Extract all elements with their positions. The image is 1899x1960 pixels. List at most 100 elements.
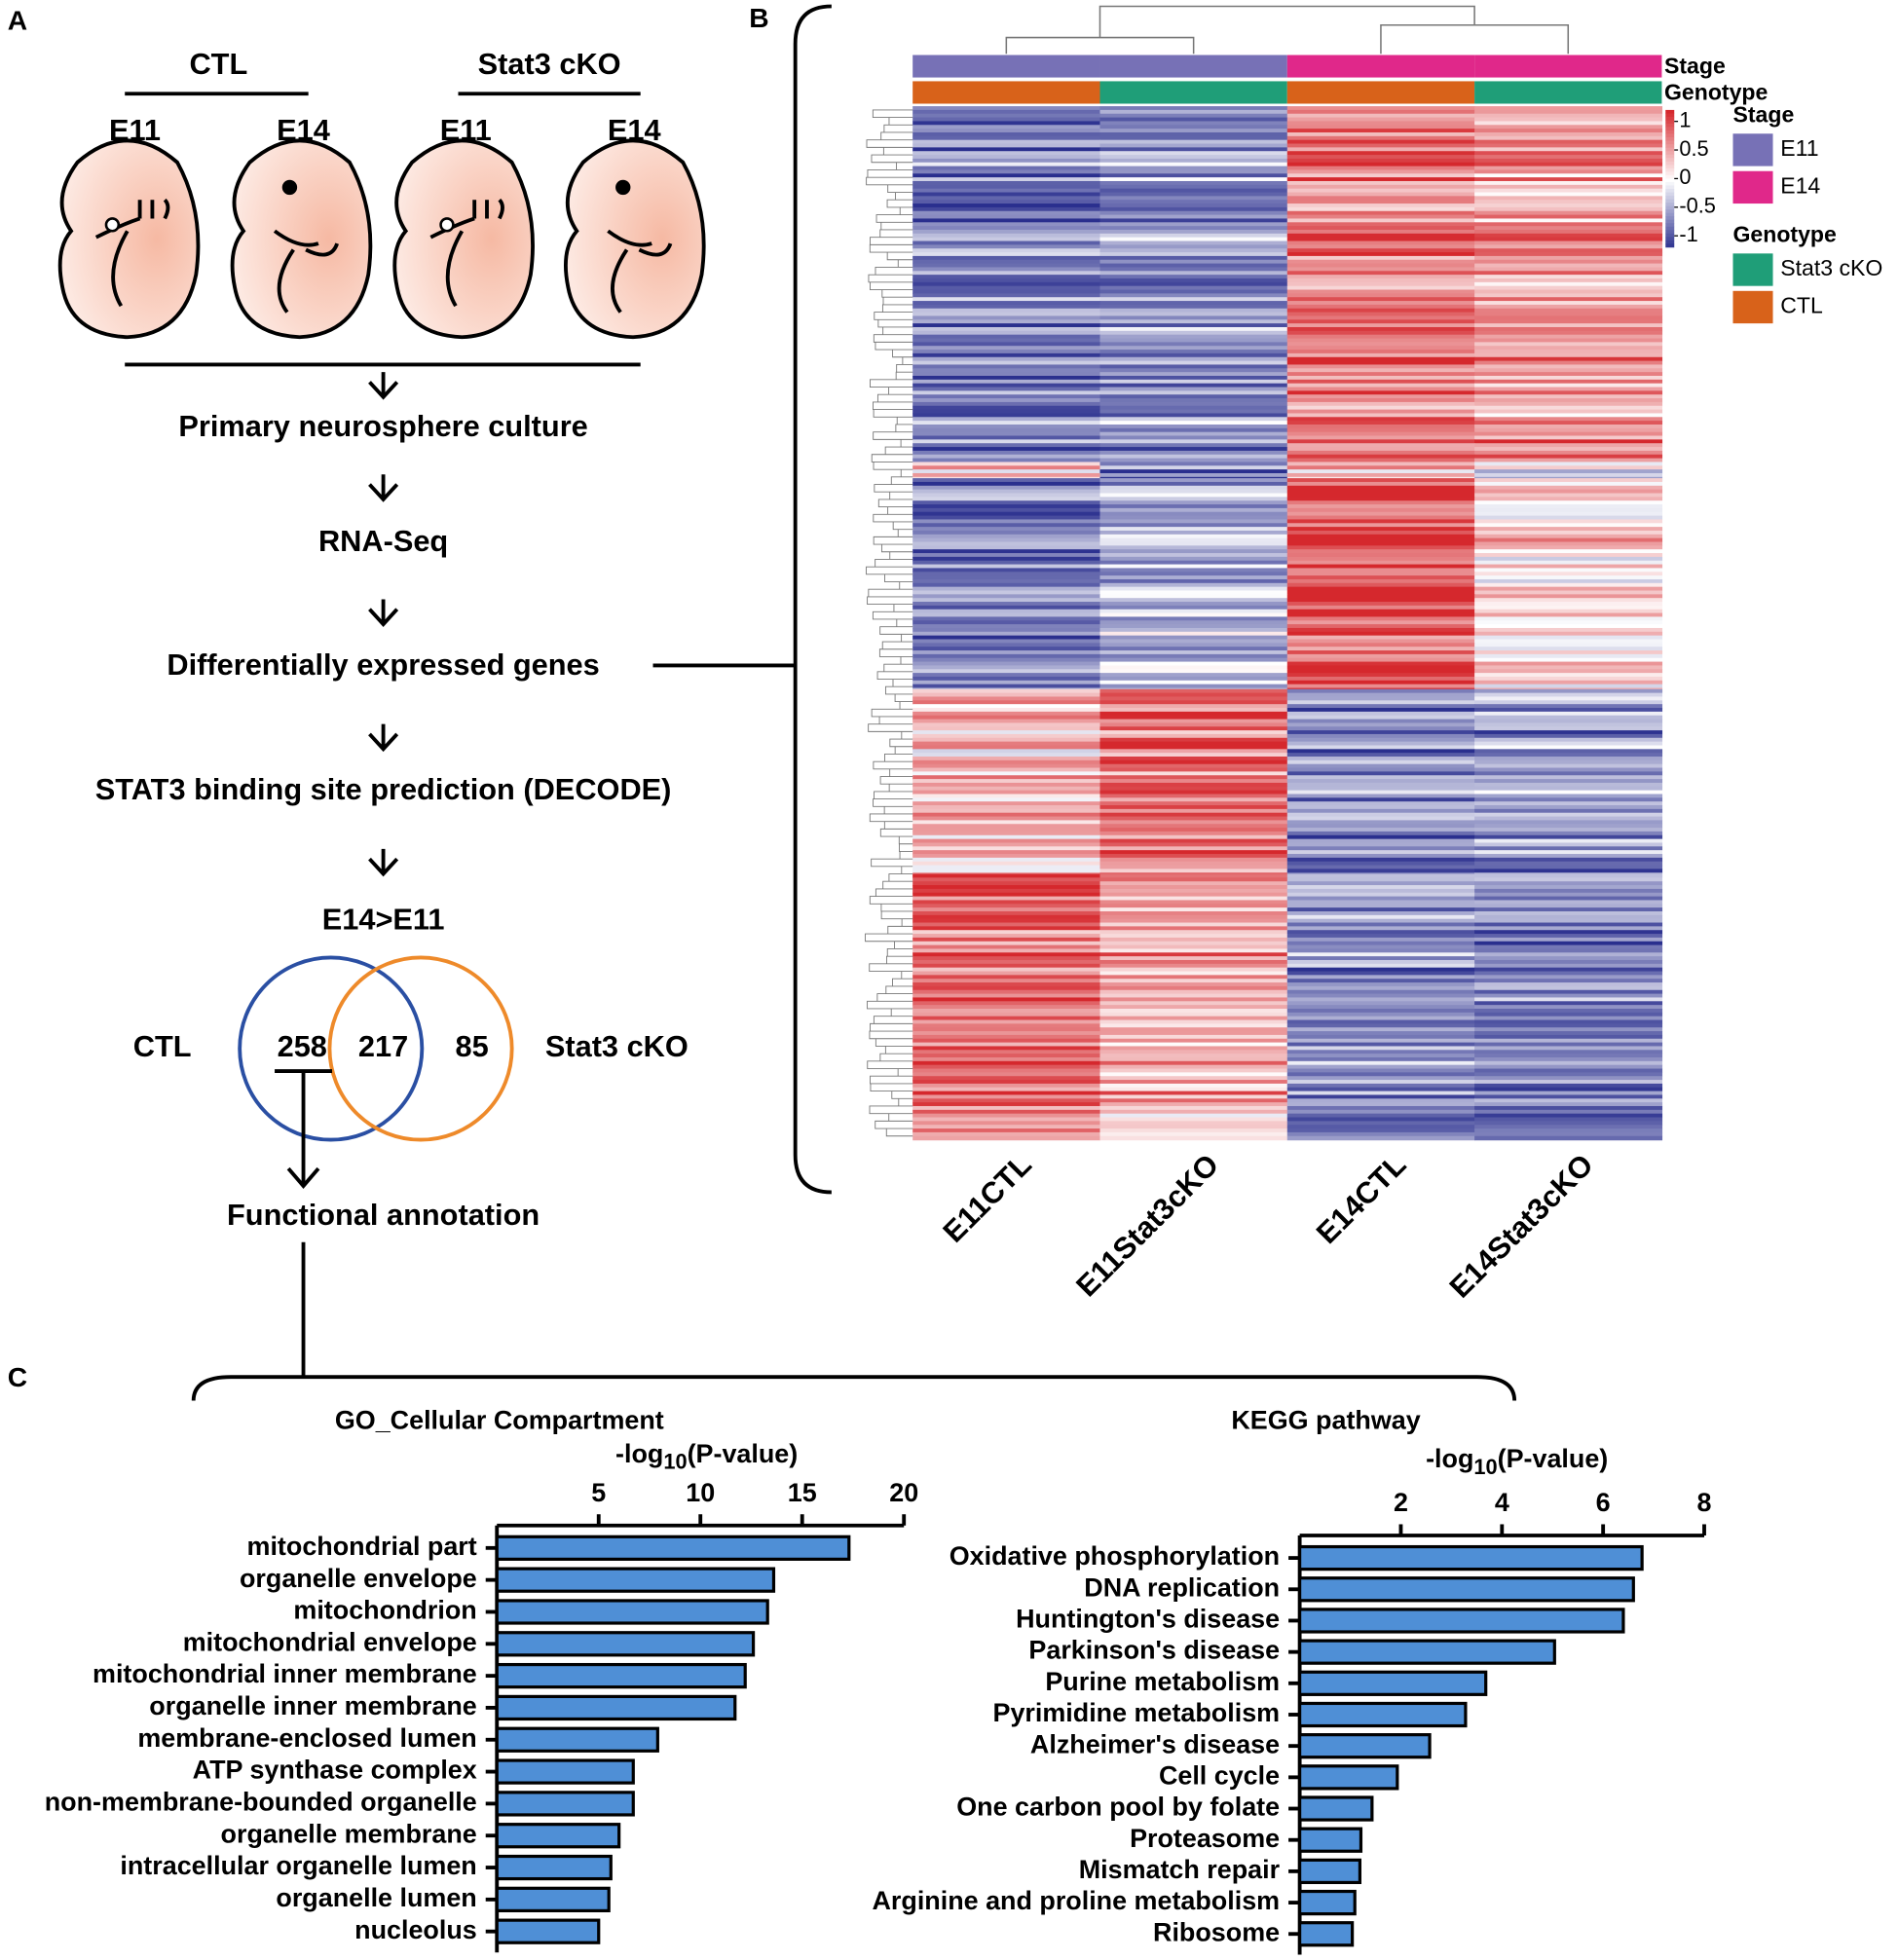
heatmap-cell — [1286, 639, 1475, 644]
heatmap-cell — [1474, 151, 1663, 156]
colorbar-step — [1665, 181, 1675, 186]
heatmap-cell — [912, 489, 1101, 495]
heatmap-cell — [1286, 952, 1475, 957]
heatmap-cell — [912, 926, 1101, 931]
heatmap-cell — [1099, 704, 1288, 709]
heatmap-cell — [1099, 635, 1288, 641]
heatmap-cell — [1099, 1076, 1288, 1081]
heatmap-cell — [1099, 979, 1288, 983]
heatmap-cell — [1286, 472, 1475, 478]
y-tick-label: Ribosome — [1153, 1917, 1280, 1946]
heatmap-cell — [1474, 941, 1663, 946]
heatmap-cell — [1474, 143, 1663, 149]
heatmap-cell — [1099, 545, 1288, 550]
arrow — [368, 723, 399, 753]
colorbar-step — [1665, 199, 1675, 203]
heatmap-cell — [1286, 534, 1475, 539]
heatmap-cell — [1099, 206, 1288, 212]
heatmap-cell — [1474, 1113, 1663, 1119]
heatmap-cell — [1474, 753, 1663, 758]
heatmap-cell — [1474, 390, 1663, 395]
heatmap-cell — [912, 469, 1101, 474]
heatmap-cell — [1286, 635, 1475, 641]
heatmap-cell — [912, 259, 1101, 265]
genotype-bar — [1099, 81, 1287, 104]
heatmap-cell — [1099, 435, 1288, 441]
heatmap-cell — [912, 808, 1101, 814]
heatmap-cell — [1099, 237, 1288, 242]
heatmap-cell — [1286, 233, 1475, 239]
heatmap-cell — [1099, 993, 1288, 999]
heatmap-cell — [1099, 214, 1288, 220]
heatmap-cell — [912, 226, 1101, 231]
heatmap-cell — [912, 454, 1101, 460]
heatmap-cell — [1286, 1083, 1475, 1089]
heatmap-cell — [1099, 719, 1288, 724]
heatmap-cell — [1099, 1121, 1288, 1126]
colorbar-label: -1 — [1679, 222, 1697, 246]
heatmap-cell — [912, 857, 1101, 863]
heatmap-cell — [1474, 135, 1663, 141]
heatmap-cell — [1286, 206, 1475, 212]
bar — [495, 1823, 621, 1849]
heatmap-cell — [1474, 413, 1663, 418]
heatmap-cell — [1474, 240, 1663, 246]
heatmap-cell — [1474, 214, 1663, 220]
heatmap-cell — [1099, 877, 1288, 882]
heatmap-cell — [912, 661, 1101, 667]
heatmap-cell — [1286, 959, 1475, 965]
heatmap-cell — [1474, 1068, 1663, 1074]
heatmap-cell — [912, 910, 1101, 916]
heatmap-cell — [1474, 1083, 1663, 1089]
heatmap-cell — [1099, 688, 1288, 694]
heatmap-cell — [1474, 523, 1663, 528]
heatmap-cell — [1099, 653, 1288, 659]
chart-title: GO_Cellular Compartment — [335, 1405, 664, 1434]
heatmap-cell — [1474, 673, 1663, 678]
heatmap-cell — [912, 364, 1101, 369]
axis-label-part: -log — [615, 1439, 663, 1468]
heatmap-cell — [1474, 653, 1663, 659]
heatmap-cell — [912, 405, 1101, 411]
heatmap-cell — [1099, 820, 1288, 825]
heatmap-cell — [1286, 975, 1475, 980]
colorbar-step — [1665, 165, 1675, 169]
y-tick-label: Parkinson's disease — [1028, 1636, 1280, 1665]
heatmap-cell — [1286, 346, 1475, 351]
heatmap-cell — [1474, 515, 1663, 521]
heatmap-cell — [1474, 971, 1663, 977]
colorbar-step — [1665, 167, 1675, 172]
heatmap-cell — [912, 688, 1101, 694]
heatmap-cell — [1286, 820, 1475, 825]
heatmap-cell — [912, 106, 1101, 111]
heatmap-cell — [1474, 218, 1663, 223]
heatmap-cell — [1286, 602, 1475, 607]
heatmap-cell — [1474, 469, 1663, 474]
arrow — [286, 1071, 320, 1189]
heatmap-cell — [1474, 206, 1663, 212]
heatmap-cell — [1286, 560, 1475, 566]
heatmap-cell — [1099, 564, 1288, 570]
heatmap-cell — [1286, 896, 1475, 902]
heatmap-cell — [1099, 1056, 1288, 1062]
heatmap-cell — [1474, 1080, 1663, 1085]
heatmap-cell — [1286, 398, 1475, 403]
heatmap-cell — [1474, 934, 1663, 939]
heatmap-cell — [1286, 1019, 1475, 1025]
heatmap-cell — [1474, 263, 1663, 269]
column-label: E11CTL — [936, 1147, 1038, 1249]
heatmap-cell — [1099, 959, 1288, 965]
heatmap-cell — [912, 323, 1101, 328]
heatmap-cell — [1474, 620, 1663, 625]
venn-count: 85 — [456, 1029, 489, 1063]
heatmap-cell — [1286, 350, 1475, 354]
colorbar-label: 0 — [1679, 165, 1691, 189]
heatmap-cell — [1099, 722, 1288, 727]
venn-label: Stat3 cKO — [545, 1029, 689, 1063]
heatmap-cell — [912, 352, 1101, 358]
colorbar-step — [1665, 178, 1675, 183]
heatmap-cell — [1099, 472, 1288, 478]
heatmap-cell — [1474, 549, 1663, 554]
heatmap-cell — [1286, 790, 1475, 795]
heatmap-cell — [912, 109, 1101, 115]
